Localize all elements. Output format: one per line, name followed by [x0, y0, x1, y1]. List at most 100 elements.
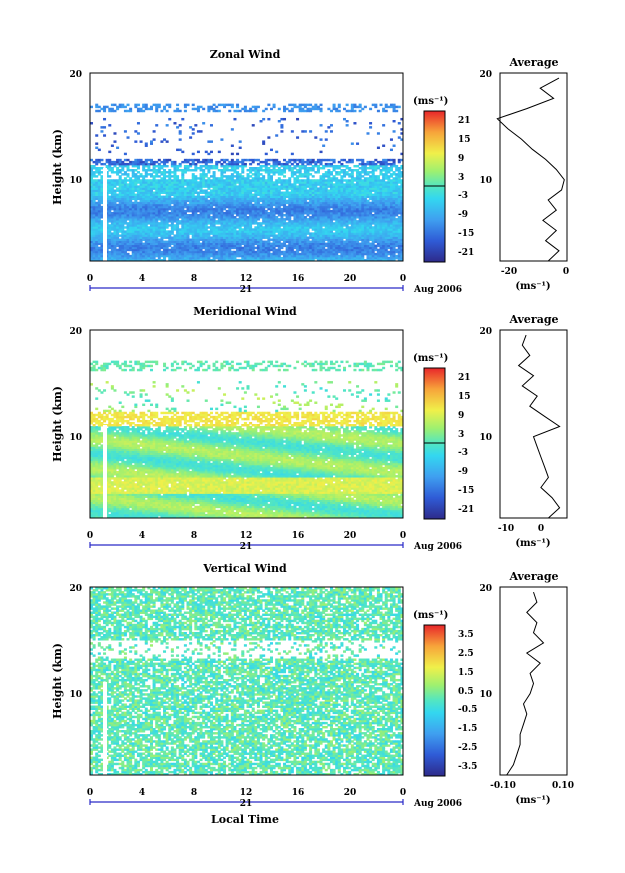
heatmap-cell: [212, 218, 216, 221]
heatmap-cell: [209, 254, 213, 258]
heatmap-cell: [191, 195, 195, 199]
heatmap-cell: [384, 230, 388, 233]
heatmap-cell: [92, 181, 96, 184]
heatmap-cell: [335, 209, 339, 213]
heatmap-cell: [217, 250, 221, 254]
heatmap-cell: [238, 205, 242, 209]
heatmap-cell: [189, 207, 193, 211]
heatmap-cell: [246, 232, 250, 235]
heatmap-cell: [350, 214, 354, 217]
heatmap-cell: [384, 252, 388, 256]
heatmap-cell: [176, 244, 180, 248]
heatmap-cell: [319, 201, 323, 205]
heatmap-cell: [209, 179, 213, 182]
heatmap-cell: [157, 175, 161, 178]
heatmap-cell: [272, 250, 276, 254]
heatmap-cell: [238, 224, 242, 227]
heatmap-cell: [134, 238, 138, 241]
heatmap-cell: [246, 191, 250, 194]
heatmap-cell: [285, 218, 289, 221]
heatmap-cell: [267, 179, 271, 182]
heatmap-cell: [144, 224, 148, 227]
heatmap-cell: [254, 232, 258, 235]
heatmap-cell: [121, 250, 125, 254]
heatmap-cell: [110, 203, 114, 207]
heatmap-cell: [228, 218, 232, 221]
heatmap-cell: [110, 195, 114, 199]
heatmap-cell: [384, 236, 388, 239]
heatmap-cell: [194, 242, 198, 246]
heatmap-cell: [269, 232, 273, 235]
heatmap-cell: [374, 226, 378, 229]
heatmap-cell: [280, 185, 284, 188]
heatmap-cell: [212, 256, 216, 260]
heatmap-cell: [228, 197, 232, 201]
heatmap-cell: [186, 199, 190, 203]
heatmap-cell: [259, 185, 263, 188]
heatmap-cell: [256, 236, 260, 239]
heatmap-cell: [296, 250, 300, 254]
heatmap-cell: [301, 226, 305, 229]
heatmap-cell: [285, 244, 289, 248]
heatmap-cell: [173, 177, 177, 180]
heatmap-cell: [220, 193, 224, 197]
heatmap-cell: [272, 207, 276, 211]
heatmap-cell: [356, 173, 360, 176]
heatmap-cell: [361, 207, 365, 211]
heatmap-cell: [204, 175, 208, 178]
heatmap-cell: [100, 199, 104, 203]
heatmap-cell: [155, 236, 159, 239]
heatmap-cell: [272, 234, 276, 237]
heatmap-cell: [272, 214, 276, 217]
heatmap-cell: [251, 193, 255, 197]
heatmap-cell: [204, 252, 208, 256]
heatmap-cell: [194, 246, 198, 250]
heatmap-cell: [160, 220, 164, 223]
heatmap-cell: [209, 203, 213, 207]
heatmap-cell: [212, 211, 216, 215]
heatmap-cell: [316, 248, 320, 252]
heatmap-cell: [356, 209, 360, 213]
heatmap-cell: [356, 224, 360, 227]
heatmap-cell: [95, 191, 99, 194]
heatmap-cell: [296, 199, 300, 203]
heatmap-cell: [324, 244, 328, 248]
heatmap-cell: [238, 226, 242, 229]
heatmap-cell: [139, 195, 143, 199]
heatmap-cell: [363, 248, 367, 252]
heatmap-cell: [340, 226, 344, 229]
heatmap-cell: [267, 256, 271, 260]
heatmap-cell: [269, 246, 273, 250]
heatmap-cell: [202, 199, 206, 203]
heatmap-cell: [191, 220, 195, 223]
heatmap-cell: [389, 238, 393, 241]
heatmap-cell: [293, 195, 297, 199]
heatmap-cell: [249, 236, 253, 239]
heatmap-cell: [350, 248, 354, 252]
heatmap-cell: [113, 179, 117, 182]
heatmap-cell: [309, 250, 313, 254]
heatmap-cell: [142, 195, 146, 199]
heatmap-cell: [181, 258, 185, 262]
heatmap-cell: [189, 228, 193, 231]
heatmap-cell: [350, 197, 354, 201]
heatmap-cell: [144, 187, 148, 190]
heatmap-cell: [131, 258, 135, 262]
heatmap-cell: [389, 234, 393, 237]
heatmap-cell: [327, 234, 331, 237]
heatmap-cell: [262, 211, 266, 215]
heatmap-cell: [311, 254, 315, 258]
heatmap-cell: [243, 181, 247, 184]
heatmap-cell: [233, 201, 237, 205]
heatmap-cell: [149, 214, 153, 217]
heatmap-cell: [173, 205, 177, 209]
heatmap-cell: [90, 171, 94, 174]
heatmap-cell: [168, 224, 172, 227]
heatmap-cell: [118, 248, 122, 252]
heatmap-cell: [90, 173, 94, 176]
heatmap-cell: [379, 236, 383, 239]
heatmap-cell: [189, 254, 193, 258]
heatmap-cell: [181, 207, 185, 211]
heatmap-cell: [314, 185, 318, 188]
heatmap-cell: [348, 218, 352, 221]
